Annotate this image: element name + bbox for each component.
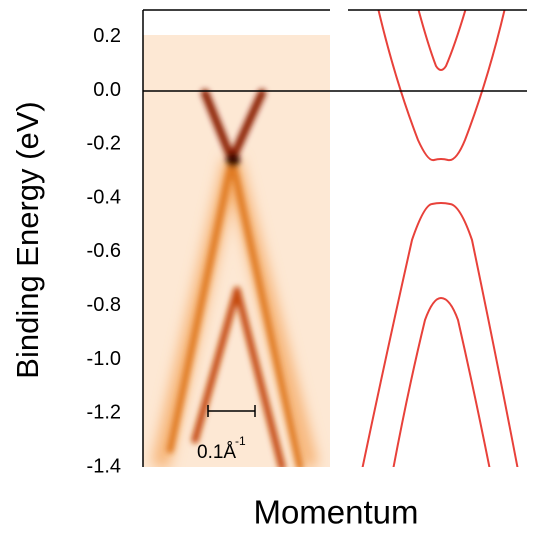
calculated-bands: [361, 10, 519, 467]
y-axis-label: Binding Energy (eV): [10, 101, 45, 378]
y-tick-label: 0.2: [93, 25, 121, 47]
valence-band-upper: [361, 202, 519, 467]
y-tick-label: -0.4: [87, 186, 121, 208]
y-tick-label: -1.0: [87, 348, 121, 370]
x-axis-label: Momentum: [253, 494, 418, 531]
valence-band-lower: [392, 296, 491, 467]
scale-bar-exponent: -1: [235, 434, 246, 448]
y-tick-label: -0.2: [87, 133, 121, 155]
y-tick-label: -0.6: [87, 240, 121, 262]
conduction-band-lower: [377, 10, 506, 162]
y-tick-label: -1.4: [87, 455, 121, 477]
scale-bar: 0.1Å -1: [197, 405, 256, 463]
y-tick-label: 0.0: [93, 79, 121, 101]
y-tick-label: -0.8: [87, 294, 121, 316]
axes-frame: [142, 9, 527, 467]
arpes-image: [143, 35, 330, 467]
y-tick-label: -1.2: [87, 402, 121, 424]
conduction-band-upper: [417, 10, 467, 71]
scale-bar-label: 0.1Å: [197, 442, 236, 463]
